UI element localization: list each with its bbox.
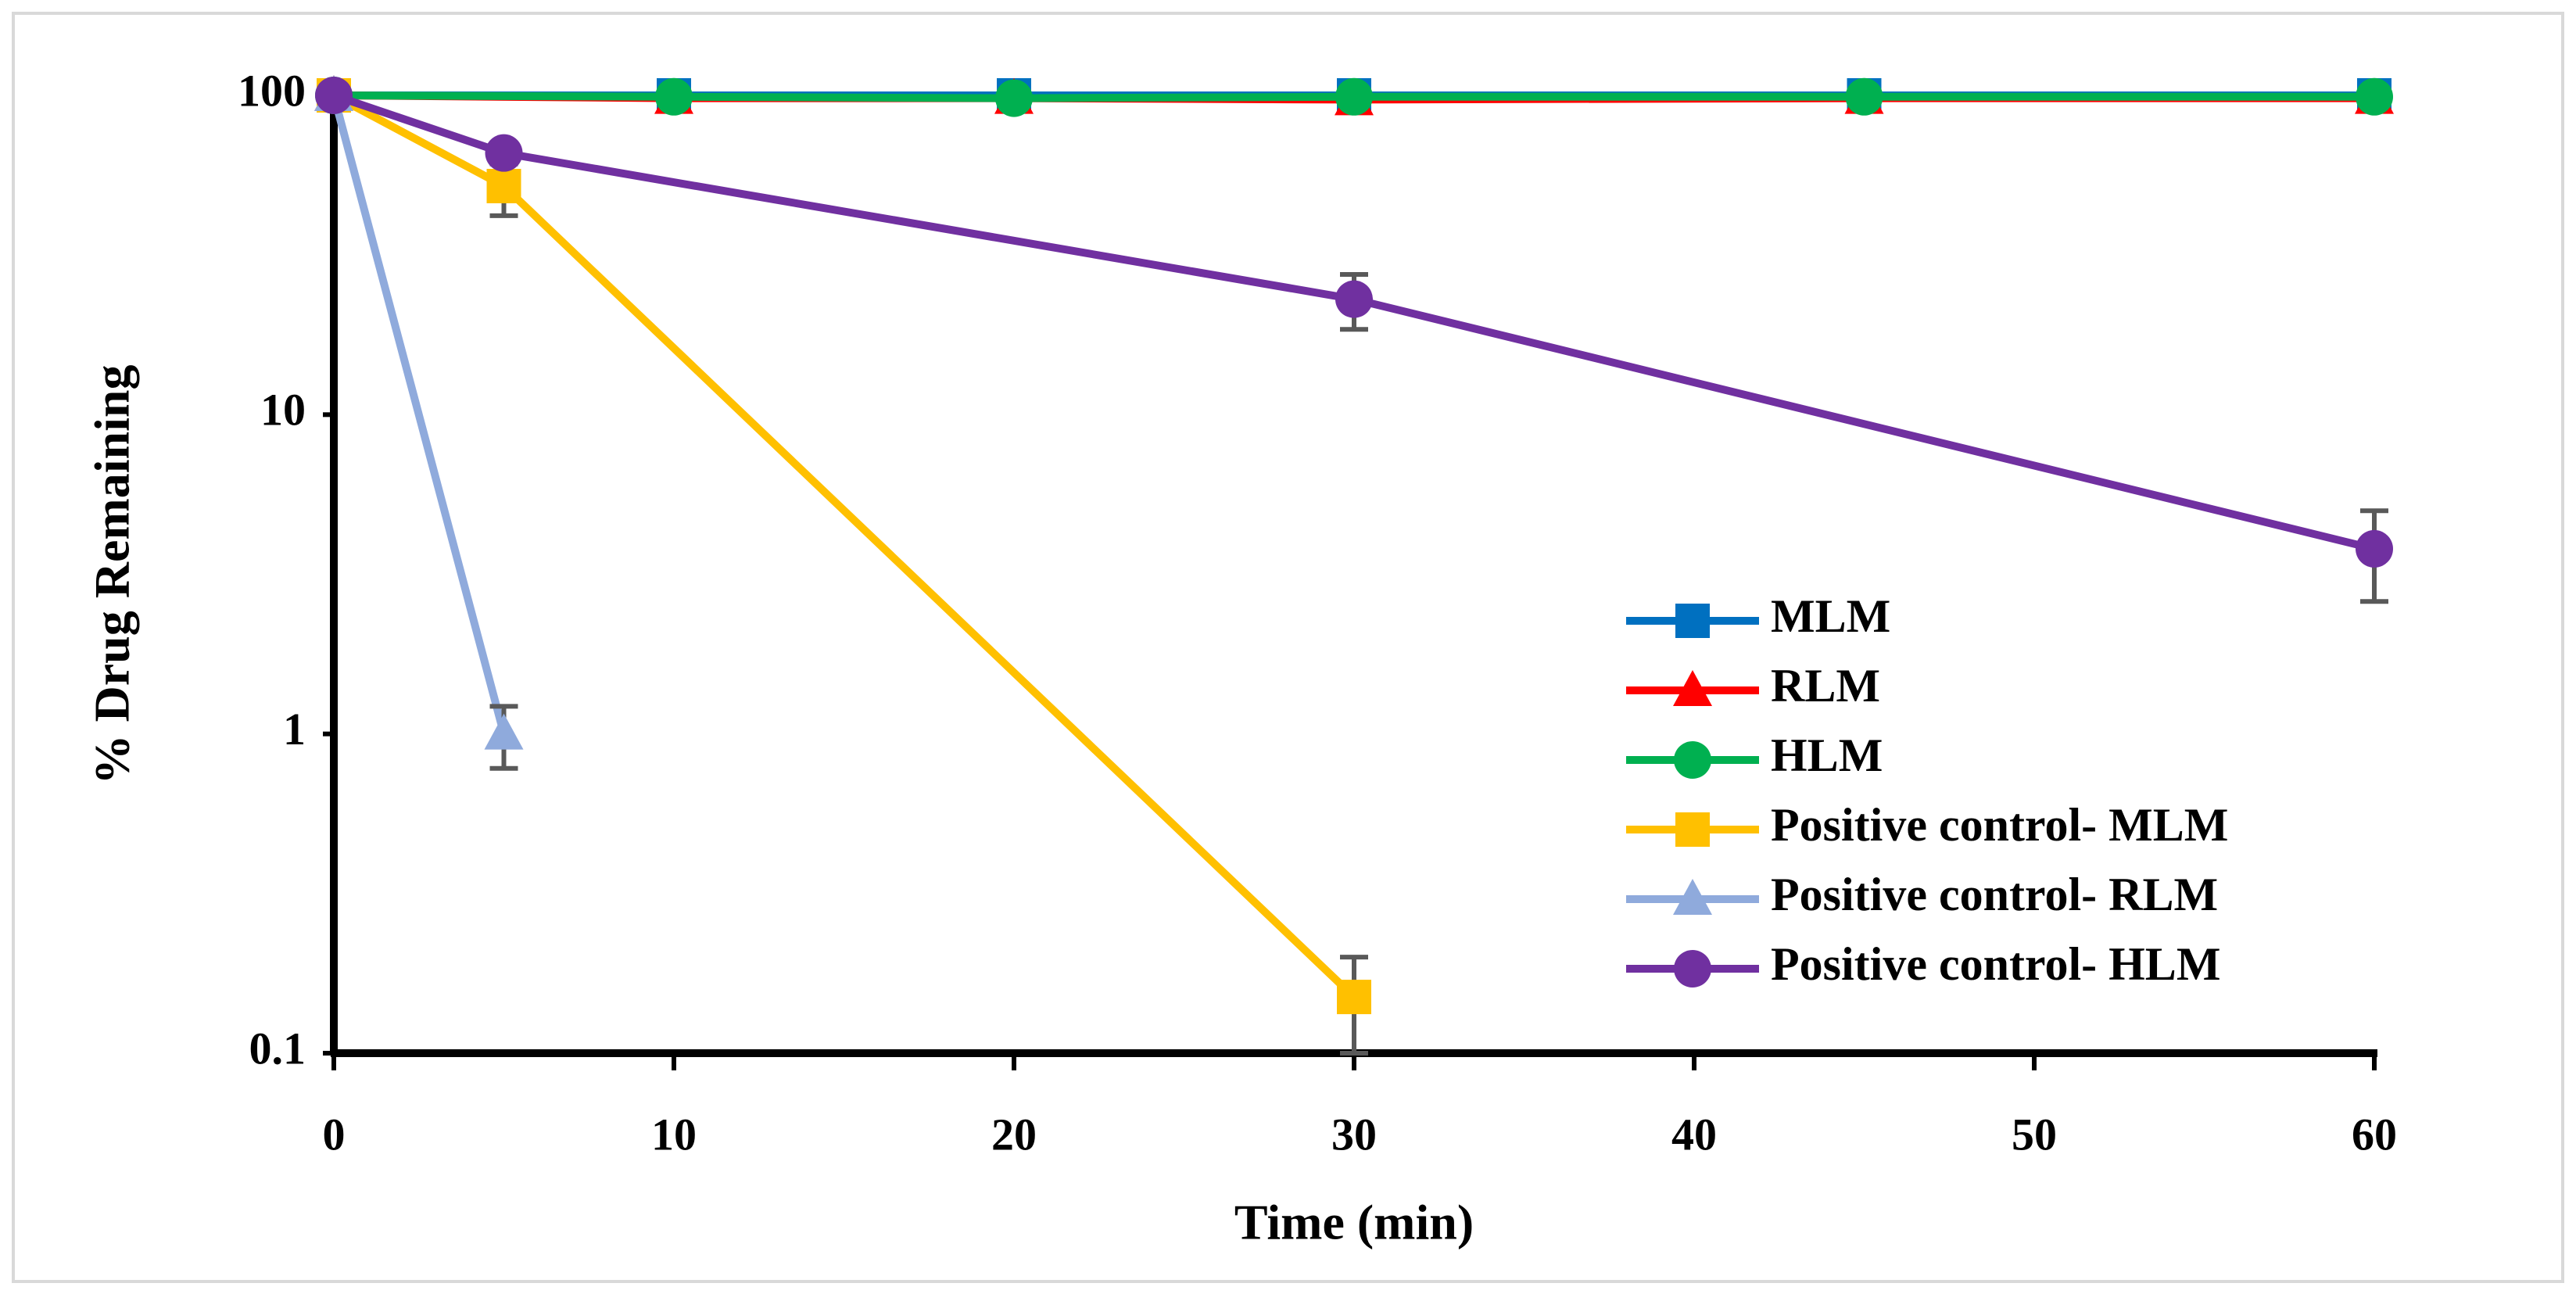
legend-label: HLM [1771,729,1883,781]
legend-marker [1675,812,1710,847]
data-point [315,77,353,114]
legend-label: RLM [1771,660,1880,712]
x-tick-label: 40 [1671,1109,1717,1160]
data-point [2356,529,2393,568]
y-tick-label: 1 [283,704,306,755]
x-tick-label: 0 [323,1109,346,1160]
x-axis-title: Time (min) [1234,1195,1474,1250]
x-tick-label: 60 [2352,1109,2397,1160]
data-point [2356,77,2393,116]
legend-marker [1674,741,1711,779]
y-tick-label: 10 [260,385,306,436]
legend-marker [1673,879,1712,915]
chart-border [12,12,2564,1283]
series-line [332,91,2376,553]
data-point [486,168,521,203]
legend-marker [1674,950,1711,988]
legend-marker [1673,670,1712,706]
legend-label: Positive control- RLM [1771,869,2218,920]
legend-label: Positive control- MLM [1771,799,2228,851]
legend-label: MLM [1771,590,1890,642]
x-tick-label: 50 [2012,1109,2057,1160]
legend-label: Positive control- HLM [1771,938,2220,990]
data-point [655,77,693,116]
y-tick-label: 0.1 [249,1023,306,1074]
y-axis-title: % Drug Remaining [84,365,140,785]
y-tick-label: 100 [238,65,306,116]
x-tick-label: 30 [1331,1109,1377,1160]
data-point [1845,77,1883,116]
legend-marker [1675,604,1710,638]
x-tick-label: 20 [991,1109,1037,1160]
data-point [995,79,1033,117]
data-point [484,713,524,750]
data-point [1335,280,1373,318]
x-tick-label: 10 [651,1109,697,1160]
data-point [1335,77,1373,116]
series-line [330,94,508,735]
data-point [485,134,523,172]
series-line [333,91,2374,102]
data-point [1337,980,1371,1015]
